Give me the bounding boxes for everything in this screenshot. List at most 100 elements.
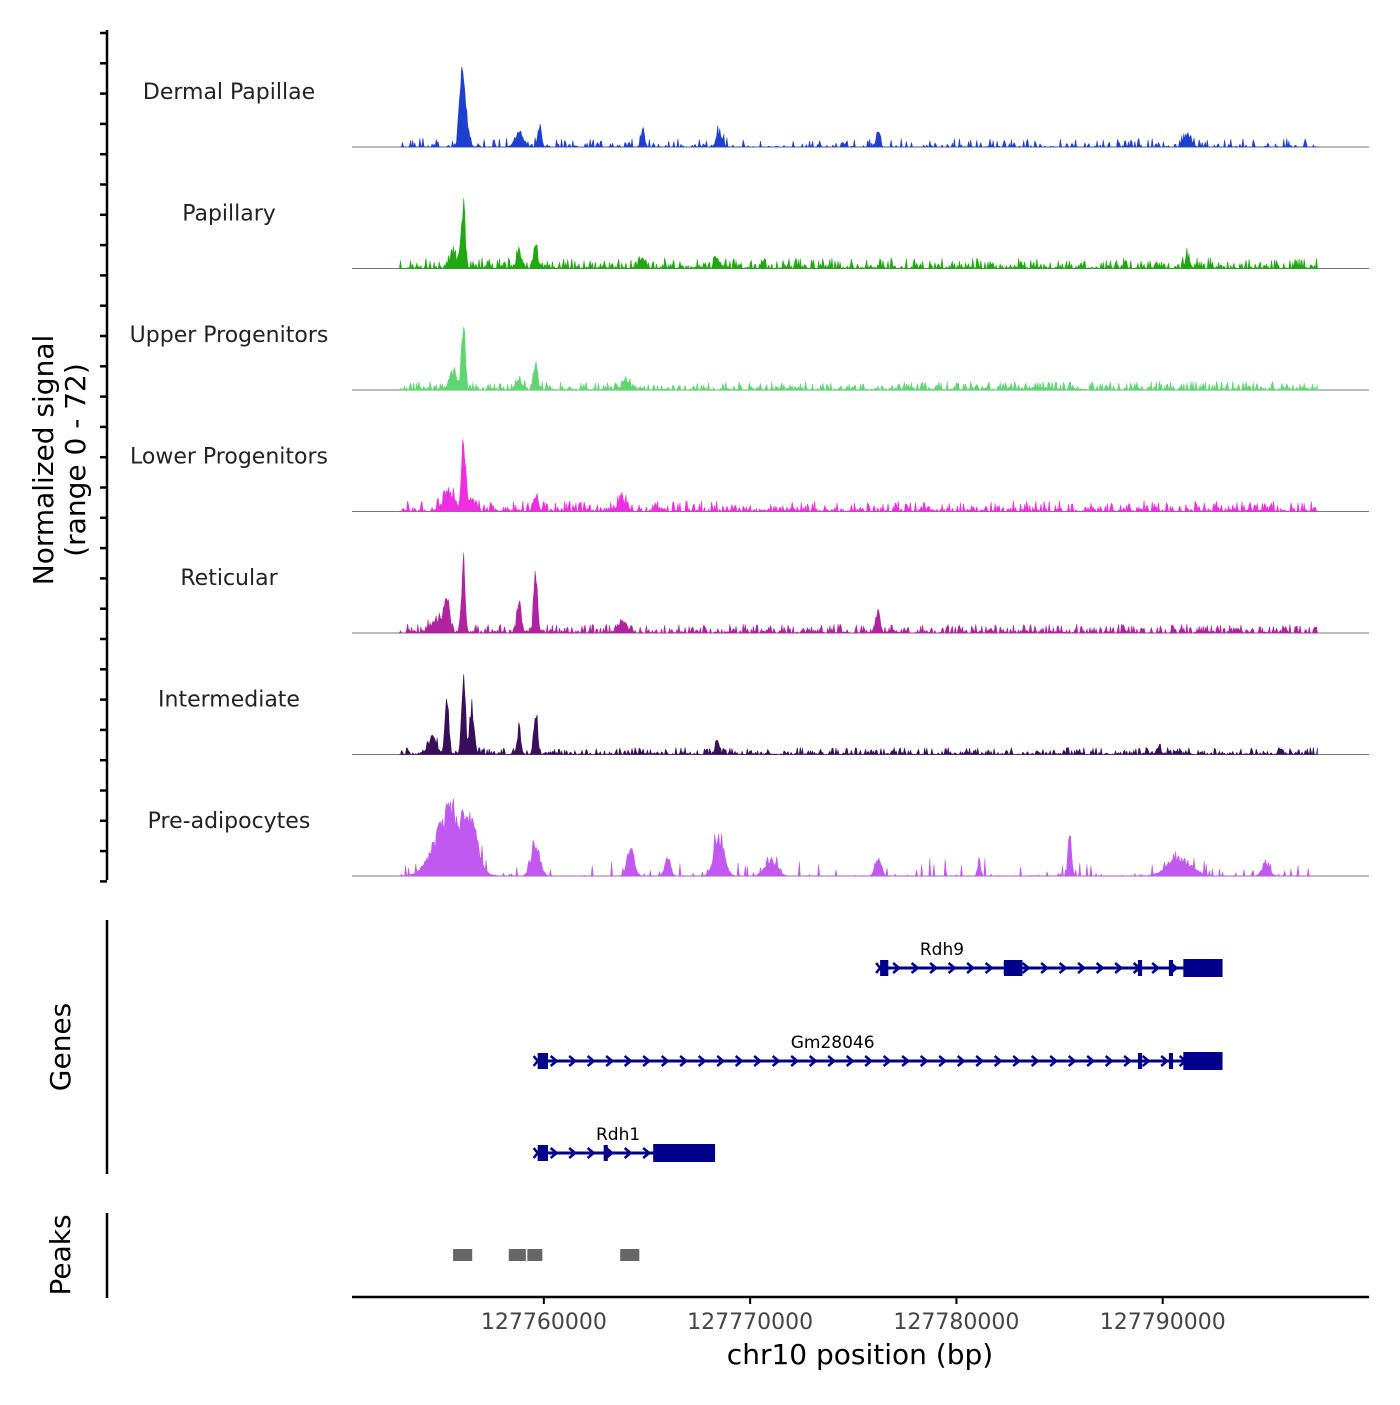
strand-chevron — [1030, 1055, 1040, 1067]
strand-chevron — [790, 1055, 800, 1067]
strand-chevron — [808, 1055, 818, 1067]
track-pre-adipocytes: Pre-adipocytes — [148, 798, 1369, 877]
gene-label: Rdh1 — [596, 1125, 640, 1145]
strand-chevron — [697, 1055, 707, 1067]
strand-chevron — [1151, 962, 1161, 974]
peak-region[interactable] — [527, 1249, 543, 1261]
strand-chevron — [1114, 962, 1124, 974]
x-axis-ticks: 127760000 127770000 127780000 127790000 — [481, 1297, 1226, 1335]
strand-chevron — [1058, 962, 1068, 974]
gene-label: Rdh9 — [920, 940, 964, 960]
gene-exon — [1003, 960, 1023, 976]
strand-chevron — [549, 1055, 559, 1067]
strand-chevron — [984, 962, 994, 974]
strand-chevron — [623, 1055, 633, 1067]
strand-chevron — [586, 1055, 596, 1067]
signal-area — [399, 66, 1318, 148]
track-papillary: Papillary — [182, 198, 1369, 269]
strand-chevron — [882, 1055, 892, 1067]
strand-chevron — [864, 1055, 874, 1067]
strand-chevron — [586, 1147, 596, 1159]
strand-chevron — [753, 1055, 763, 1067]
x-axis-label: chr10 position (bp) — [727, 1338, 993, 1371]
gene-label: Gm28046 — [791, 1033, 875, 1053]
track-label: Papillary — [182, 202, 276, 227]
peaks-label: Peaks — [44, 1214, 77, 1295]
gene-utr-exon — [653, 1144, 716, 1162]
strand-chevron — [771, 1055, 781, 1067]
signal-area — [399, 552, 1318, 634]
gene-gm28046[interactable]: Gm28046 — [532, 1033, 1223, 1070]
gene-exon — [1137, 1053, 1143, 1069]
genes-label: Genes — [44, 1003, 77, 1091]
track-upper-progenitors: Upper Progenitors — [130, 323, 1369, 391]
strand-chevron — [1123, 1055, 1133, 1067]
x-tick-label: 127760000 — [481, 1310, 607, 1335]
signal-area — [399, 326, 1318, 391]
gene-exon — [1137, 960, 1143, 976]
strand-chevron — [734, 1055, 744, 1067]
strand-chevron — [623, 1147, 633, 1159]
coverage-tracks: Dermal Papillae Papillary Upper Progenitor… — [130, 66, 1369, 877]
gene-utr-exon — [1183, 1052, 1223, 1070]
strand-chevron — [845, 1055, 855, 1067]
gene-exon — [537, 1053, 548, 1069]
track-label: Reticular — [180, 566, 278, 591]
strand-chevron — [1021, 962, 1031, 974]
strand-chevron — [966, 962, 976, 974]
track-label: Pre-adipocytes — [148, 809, 311, 834]
gene-rdh9[interactable]: Rdh9 — [875, 940, 1223, 977]
strand-chevron — [605, 1055, 615, 1067]
track-label: Dermal Papillae — [143, 80, 315, 105]
gene-utr-exon — [1183, 959, 1223, 977]
gene-exon — [537, 1145, 548, 1161]
strand-chevron — [1077, 962, 1087, 974]
peak-region[interactable] — [508, 1249, 526, 1261]
track-label: Upper Progenitors — [130, 323, 329, 348]
gene-exon — [1168, 960, 1174, 976]
strand-chevron — [827, 1055, 837, 1067]
strand-chevron — [642, 1147, 652, 1159]
strand-chevron — [1040, 962, 1050, 974]
strand-chevron — [1049, 1055, 1059, 1067]
strand-chevron — [1012, 1055, 1022, 1067]
strand-chevron — [938, 1055, 948, 1067]
peak-region[interactable] — [620, 1249, 640, 1261]
strand-chevron — [568, 1055, 578, 1067]
track-intermediate: Intermediate — [158, 674, 1369, 755]
strand-chevron — [716, 1055, 726, 1067]
signal-area — [399, 798, 1318, 877]
peak-region[interactable] — [453, 1249, 473, 1261]
y-axis-title-line-2: (range 0 - 72) — [59, 363, 92, 557]
track-dermal-papillae: Dermal Papillae — [143, 66, 1369, 148]
strand-chevron — [1141, 1055, 1151, 1067]
gene-exon — [880, 960, 889, 976]
strand-chevron — [910, 962, 920, 974]
strand-chevron — [929, 962, 939, 974]
strand-chevron — [956, 1055, 966, 1067]
strand-chevron — [892, 962, 902, 974]
x-tick-label: 127770000 — [687, 1310, 813, 1335]
strand-chevron — [1067, 1055, 1077, 1067]
track-reticular: Reticular — [180, 552, 1369, 634]
peak-track — [453, 1249, 640, 1261]
x-tick-label: 127780000 — [893, 1310, 1019, 1335]
gene-rdh1[interactable]: Rdh1 — [532, 1125, 716, 1162]
strand-chevron — [605, 1147, 615, 1159]
track-label: Intermediate — [158, 688, 300, 713]
signal-area — [399, 439, 1318, 512]
strand-chevron — [642, 1055, 652, 1067]
x-tick-label: 127790000 — [1100, 1310, 1226, 1335]
gene-track: Rdh9 Gm28046 Rdh1 — [532, 940, 1223, 1162]
y-axis-title-line-1: Normalized signal — [27, 335, 60, 586]
gene-exon — [1168, 1053, 1174, 1069]
strand-chevron — [919, 1055, 929, 1067]
strand-chevron — [660, 1055, 670, 1067]
strand-chevron — [993, 1055, 1003, 1067]
y-axis-title: Normalized signal (range 0 - 72) — [27, 335, 92, 586]
signal-area — [399, 674, 1318, 755]
strand-chevron — [1095, 962, 1105, 974]
strand-chevron — [568, 1147, 578, 1159]
